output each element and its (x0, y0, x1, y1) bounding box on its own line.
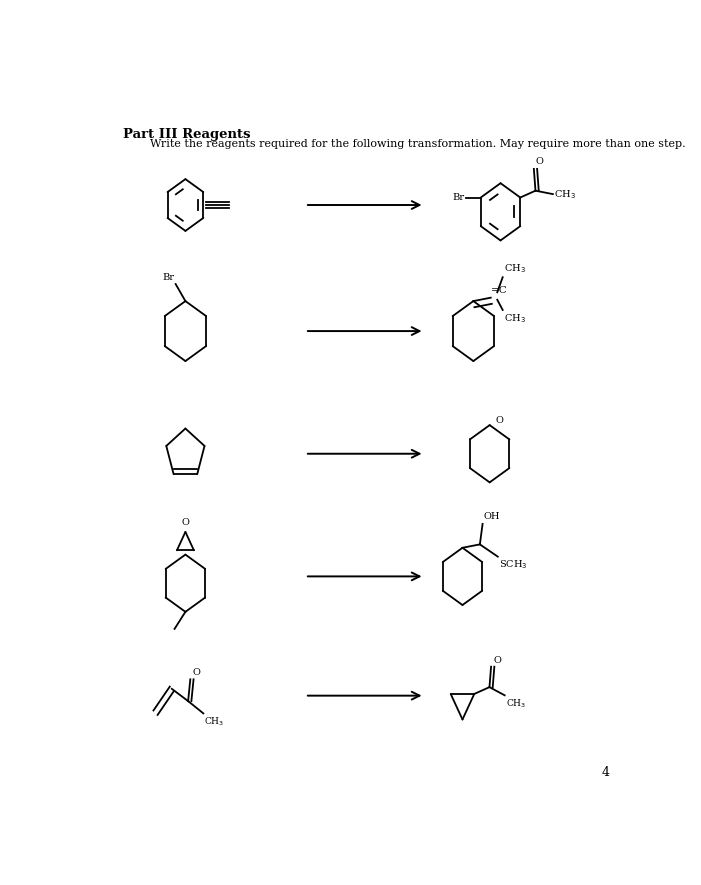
Text: SCH$_3$: SCH$_3$ (499, 558, 527, 572)
Text: CH$_3$: CH$_3$ (504, 312, 526, 325)
Text: CH$_3$: CH$_3$ (554, 188, 576, 201)
Text: =C: =C (491, 286, 508, 295)
Text: O: O (182, 518, 189, 527)
Text: Br: Br (162, 273, 174, 282)
Text: Part III Reagents: Part III Reagents (123, 128, 250, 141)
Text: CH$_3$: CH$_3$ (205, 715, 225, 728)
Text: O: O (193, 668, 200, 677)
Text: CH$_3$: CH$_3$ (505, 697, 526, 710)
Text: Write the reagents required for the following transformation. May require more t: Write the reagents required for the foll… (150, 139, 686, 149)
Text: 4: 4 (601, 766, 609, 780)
Text: O: O (496, 417, 503, 426)
Text: Br: Br (452, 193, 464, 202)
Text: OH: OH (484, 512, 501, 520)
Text: O: O (536, 158, 543, 166)
Text: CH$_3$: CH$_3$ (504, 262, 526, 275)
Text: O: O (494, 656, 501, 665)
